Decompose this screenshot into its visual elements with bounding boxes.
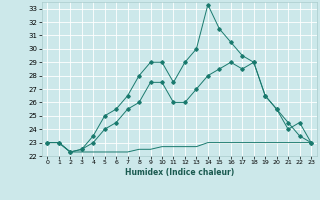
X-axis label: Humidex (Indice chaleur): Humidex (Indice chaleur) xyxy=(124,168,234,177)
